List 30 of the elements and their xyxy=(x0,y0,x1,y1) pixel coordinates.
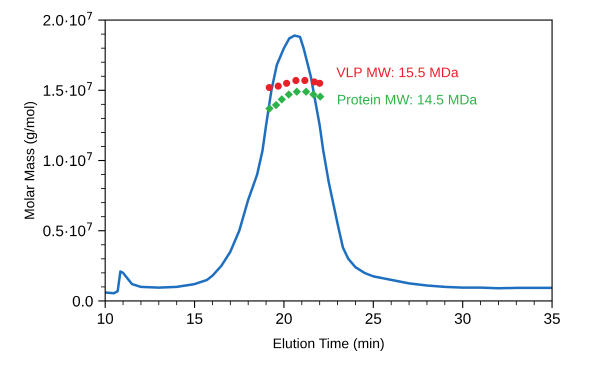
x-tick-label: 15 xyxy=(187,313,202,324)
point xyxy=(292,88,301,96)
point xyxy=(301,76,308,84)
x-axis-title: Elution Time (min) xyxy=(274,338,384,352)
point xyxy=(272,100,280,110)
x-tick-label: 30 xyxy=(454,313,471,324)
point xyxy=(265,104,274,113)
point xyxy=(309,90,318,99)
x-tick-label: 10 xyxy=(98,313,114,324)
x-tick-label: 35 xyxy=(544,313,560,324)
y-tick-label: 2.0·10$^{7}$ xyxy=(43,12,92,26)
point xyxy=(278,95,286,104)
y-tick-label: 1.5·10$^{7}$ xyxy=(44,82,92,96)
y-tick-label: 1.0·10$^{7}$ xyxy=(44,152,92,166)
point xyxy=(292,76,300,84)
x-tick-label: 20 xyxy=(276,313,292,324)
x-tick-label: 25 xyxy=(366,313,382,324)
y-tick-label: 0.0 xyxy=(72,296,93,307)
y-tick-label: 0.5·10$^{7}$ xyxy=(43,222,92,236)
series-label: Protein MW: 14.5 MDa xyxy=(338,94,478,105)
point xyxy=(284,90,293,99)
point xyxy=(302,88,310,96)
line-series xyxy=(105,34,552,294)
point xyxy=(316,80,324,87)
point xyxy=(274,82,282,90)
point xyxy=(266,84,273,92)
series-label: VLP MW: 15.5 MDa xyxy=(336,68,459,78)
y-axis-title: Molar Mass (g/mol) xyxy=(24,102,38,219)
point xyxy=(316,92,324,101)
point xyxy=(283,80,290,87)
